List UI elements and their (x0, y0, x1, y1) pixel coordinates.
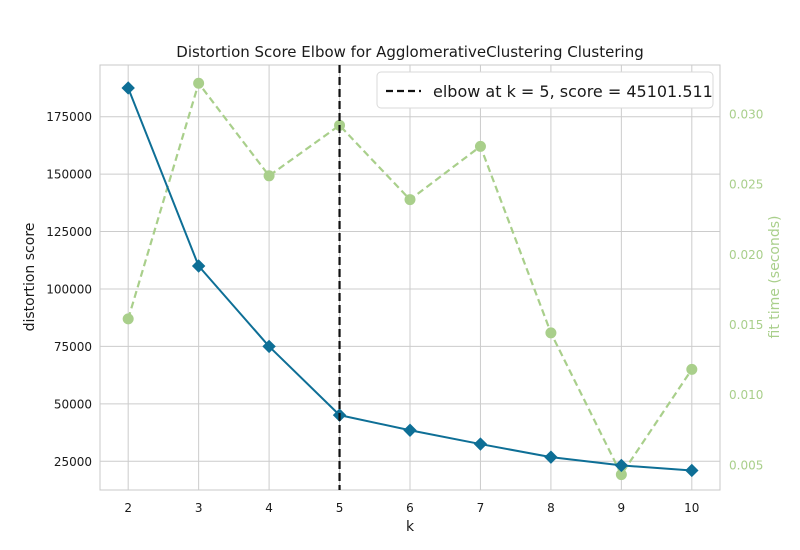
fit-time-point (545, 327, 557, 339)
distortion-point (473, 437, 488, 451)
y2-tick-label: 0.010 (729, 388, 763, 402)
fit-time-point (474, 140, 486, 152)
fit-time-point (404, 194, 416, 206)
distortion-point (121, 81, 135, 95)
fit-time-point (193, 77, 205, 89)
distortion-point (191, 259, 206, 273)
y-tick-label: 125000 (46, 225, 92, 239)
y-tick-label: 75000 (54, 340, 92, 354)
y2-tick-label: 0.030 (729, 108, 763, 122)
y-tick-label: 25000 (54, 455, 92, 469)
distortion-point (262, 339, 276, 354)
distortion-point (544, 450, 558, 464)
axes: 2 3 4 5 6 7 8 9 10 25000 50000 75000 100000 125000 150… (46, 108, 763, 515)
x-tick-label: 4 (265, 501, 273, 515)
x-tick-label: 5 (336, 501, 344, 515)
distortion-point (403, 423, 417, 437)
y-tick-label: 100000 (46, 282, 92, 296)
legend: elbow at k = 5, score = 45101.511 (376, 71, 714, 109)
x-tick-label: 3 (195, 501, 203, 515)
distortion-point (685, 463, 699, 478)
y2-tick-label: 0.015 (729, 318, 763, 332)
legend-elbow-label: elbow at k = 5, score = 45101.511 (433, 82, 713, 101)
x-tick-label: 8 (547, 501, 555, 515)
x-tick-label: 10 (684, 501, 699, 515)
y-tick-label: 50000 (54, 397, 92, 411)
series-layer (121, 65, 699, 490)
x-tick-label: 2 (124, 501, 132, 515)
fit-time-point (263, 170, 275, 182)
x-tick-label: 7 (477, 501, 485, 515)
legend-box (376, 71, 714, 109)
x-tick-label: 9 (618, 501, 626, 515)
y2-tick-label: 0.005 (729, 458, 763, 472)
fit-time-point (122, 313, 134, 325)
chart-title: Distortion Score Elbow for Agglomerative… (176, 43, 643, 61)
y2-tick-label: 0.020 (729, 248, 763, 262)
y2-tick-label: 0.025 (729, 178, 763, 192)
y-tick-label: 175000 (46, 110, 92, 124)
y-tick-label: 150000 (46, 168, 92, 182)
distortion-point (614, 458, 629, 473)
fit-time-point (686, 363, 698, 375)
y-axis-label: distortion score (22, 223, 38, 332)
y2-axis-label: fit time (seconds) (767, 216, 783, 339)
x-tick-label: 6 (406, 501, 414, 515)
x-axis-label: k (406, 519, 415, 535)
